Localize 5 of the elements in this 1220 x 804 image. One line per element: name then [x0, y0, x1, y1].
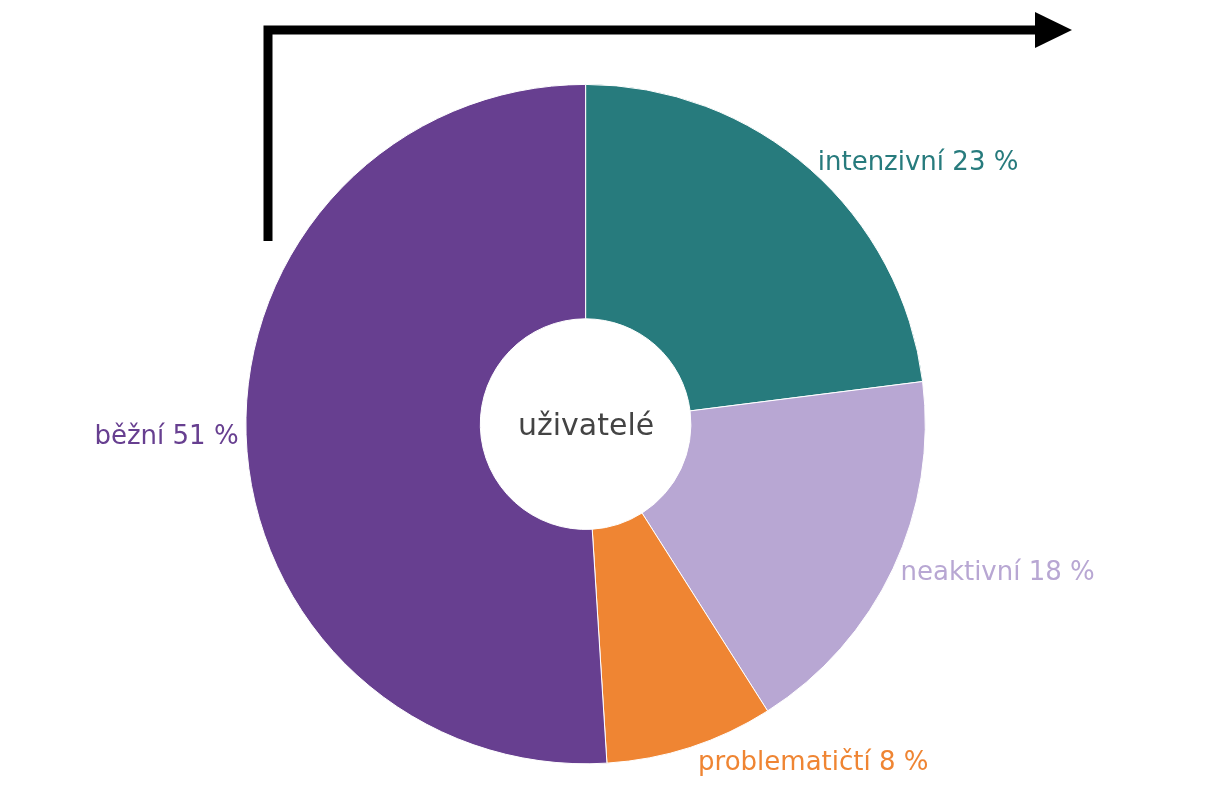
slice-label: neaktivní 18 %	[900, 556, 1095, 587]
slice-label: problematičtí 8 %	[698, 745, 929, 776]
text: uživatelé	[518, 407, 655, 442]
slice-label: běžní 51 %	[94, 419, 239, 450]
slice-label: intenzivní 23 %	[817, 145, 1019, 176]
